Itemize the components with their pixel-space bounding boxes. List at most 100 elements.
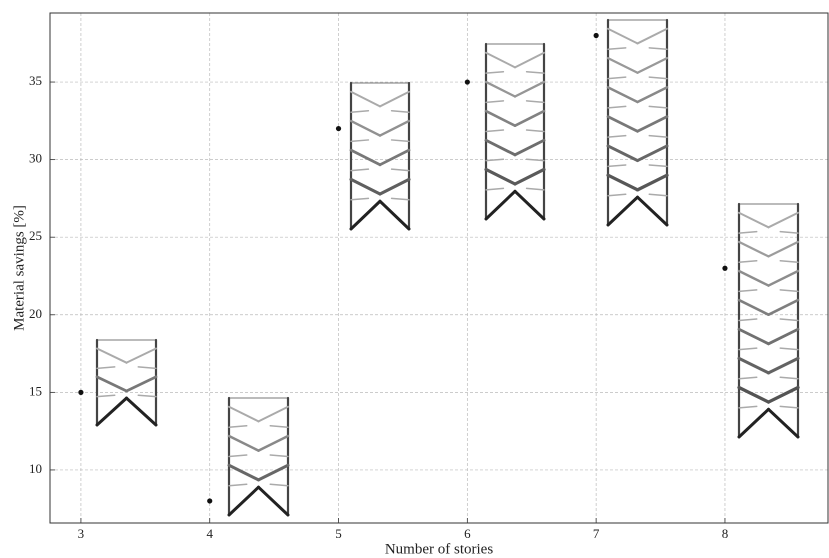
structure-member	[780, 232, 798, 233]
structure-member	[649, 77, 667, 78]
structure-member	[486, 111, 515, 126]
structure-member	[739, 377, 757, 378]
structure-member	[351, 92, 380, 107]
structure-member	[351, 140, 368, 141]
structure-member	[608, 165, 626, 166]
x-tick-label: 7	[593, 526, 600, 541]
structure-member	[486, 169, 515, 184]
structure-member	[649, 48, 667, 49]
structure-member	[739, 319, 757, 320]
structure-member	[780, 348, 798, 349]
point	[78, 390, 83, 395]
structure-member	[515, 140, 544, 155]
structure-member	[515, 191, 544, 219]
point	[465, 79, 470, 84]
structure-member	[769, 409, 799, 437]
inset-layer	[97, 20, 798, 515]
structure-member	[351, 150, 380, 165]
structure-member	[127, 377, 157, 391]
structure-member	[527, 72, 544, 73]
structure-member	[739, 387, 769, 402]
structure-member	[739, 242, 769, 257]
structure-member	[739, 348, 757, 349]
x-tick-label: 8	[722, 526, 729, 541]
x-tick-label: 5	[335, 526, 342, 541]
y-tick-label: 10	[29, 461, 42, 476]
structure-member	[351, 201, 380, 229]
structure-member	[608, 87, 638, 102]
structure-inset	[351, 83, 409, 229]
structure-member	[392, 198, 409, 199]
structure-member	[515, 82, 544, 97]
structure-member	[351, 198, 368, 199]
structure-member	[138, 395, 156, 396]
structure-member	[769, 271, 799, 286]
structure-member	[638, 58, 668, 73]
structure-member	[486, 82, 515, 97]
structure-member	[649, 165, 667, 166]
structure-member	[608, 175, 638, 190]
structure-member	[486, 53, 515, 68]
structure-member	[351, 121, 380, 136]
structure-member	[380, 201, 409, 229]
structure-member	[259, 407, 289, 422]
x-tick-label: 3	[78, 526, 85, 541]
structure-member	[259, 436, 289, 451]
structure-member	[780, 261, 798, 262]
structure-member	[392, 111, 409, 112]
structure-member	[351, 179, 380, 194]
structure-member	[638, 117, 668, 132]
structure-member	[97, 395, 115, 396]
structure-member	[392, 169, 409, 170]
structure-member	[527, 101, 544, 102]
structure-member	[608, 194, 626, 195]
structure-member	[739, 406, 757, 407]
structure-member	[127, 398, 157, 425]
structure-inset	[739, 204, 798, 437]
structure-member	[780, 377, 798, 378]
structure-member	[739, 271, 769, 286]
structure-member	[486, 140, 515, 155]
structure-member	[380, 92, 409, 107]
structure-member	[649, 194, 667, 195]
structure-member	[486, 188, 503, 189]
structure-member	[769, 358, 799, 373]
structure-member	[486, 101, 503, 102]
structure-inset	[97, 340, 156, 425]
structure-member	[515, 53, 544, 68]
structure-member	[608, 106, 626, 107]
structure-member	[769, 387, 799, 402]
structure-member	[638, 87, 668, 102]
structure-member	[769, 329, 799, 344]
structure-member	[270, 455, 288, 456]
structure-member	[638, 29, 668, 44]
structure-member	[608, 58, 638, 73]
structure-member	[739, 329, 769, 344]
structure-member	[638, 175, 668, 190]
structure-member	[638, 146, 668, 161]
structure-member	[739, 358, 769, 373]
structure-member	[97, 367, 115, 368]
point	[594, 33, 599, 38]
structure-member	[97, 398, 127, 425]
structure-member	[380, 121, 409, 136]
y-tick-label: 35	[29, 73, 42, 88]
structure-member	[515, 169, 544, 184]
mark-layer	[78, 33, 727, 504]
structure-member	[739, 213, 769, 228]
structure-inset	[486, 44, 544, 219]
structure-member	[97, 349, 127, 363]
plot-frame	[50, 13, 828, 523]
structure-inset	[608, 20, 667, 225]
structure-member	[229, 487, 259, 515]
structure-member	[739, 261, 757, 262]
x-axis-label: Number of stories	[385, 541, 493, 557]
structure-member	[351, 111, 368, 112]
point	[336, 126, 341, 131]
structure-member	[608, 77, 626, 78]
structure-member	[739, 300, 769, 315]
structure-member	[769, 213, 799, 228]
structure-member	[769, 300, 799, 315]
structure-member	[780, 319, 798, 320]
